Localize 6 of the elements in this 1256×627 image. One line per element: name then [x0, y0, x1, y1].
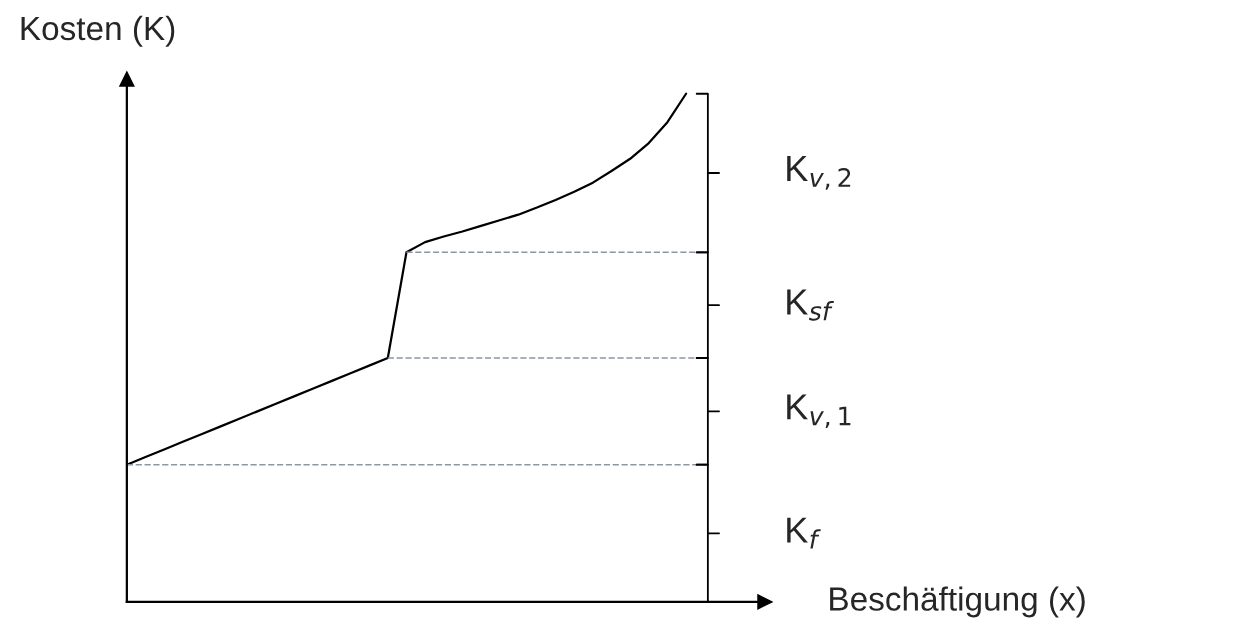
- text: K$_{sf}$: [787, 289, 834, 321]
- x-axis-title: Beschäftigung (x): [830, 586, 1085, 618]
- text: K$_{v,2}$: [787, 156, 851, 190]
- text: K$_{v,1}$: [787, 394, 851, 429]
- text: K$_{f}$: [787, 517, 821, 549]
- y-axis-title: Kosten (K): [21, 15, 175, 47]
